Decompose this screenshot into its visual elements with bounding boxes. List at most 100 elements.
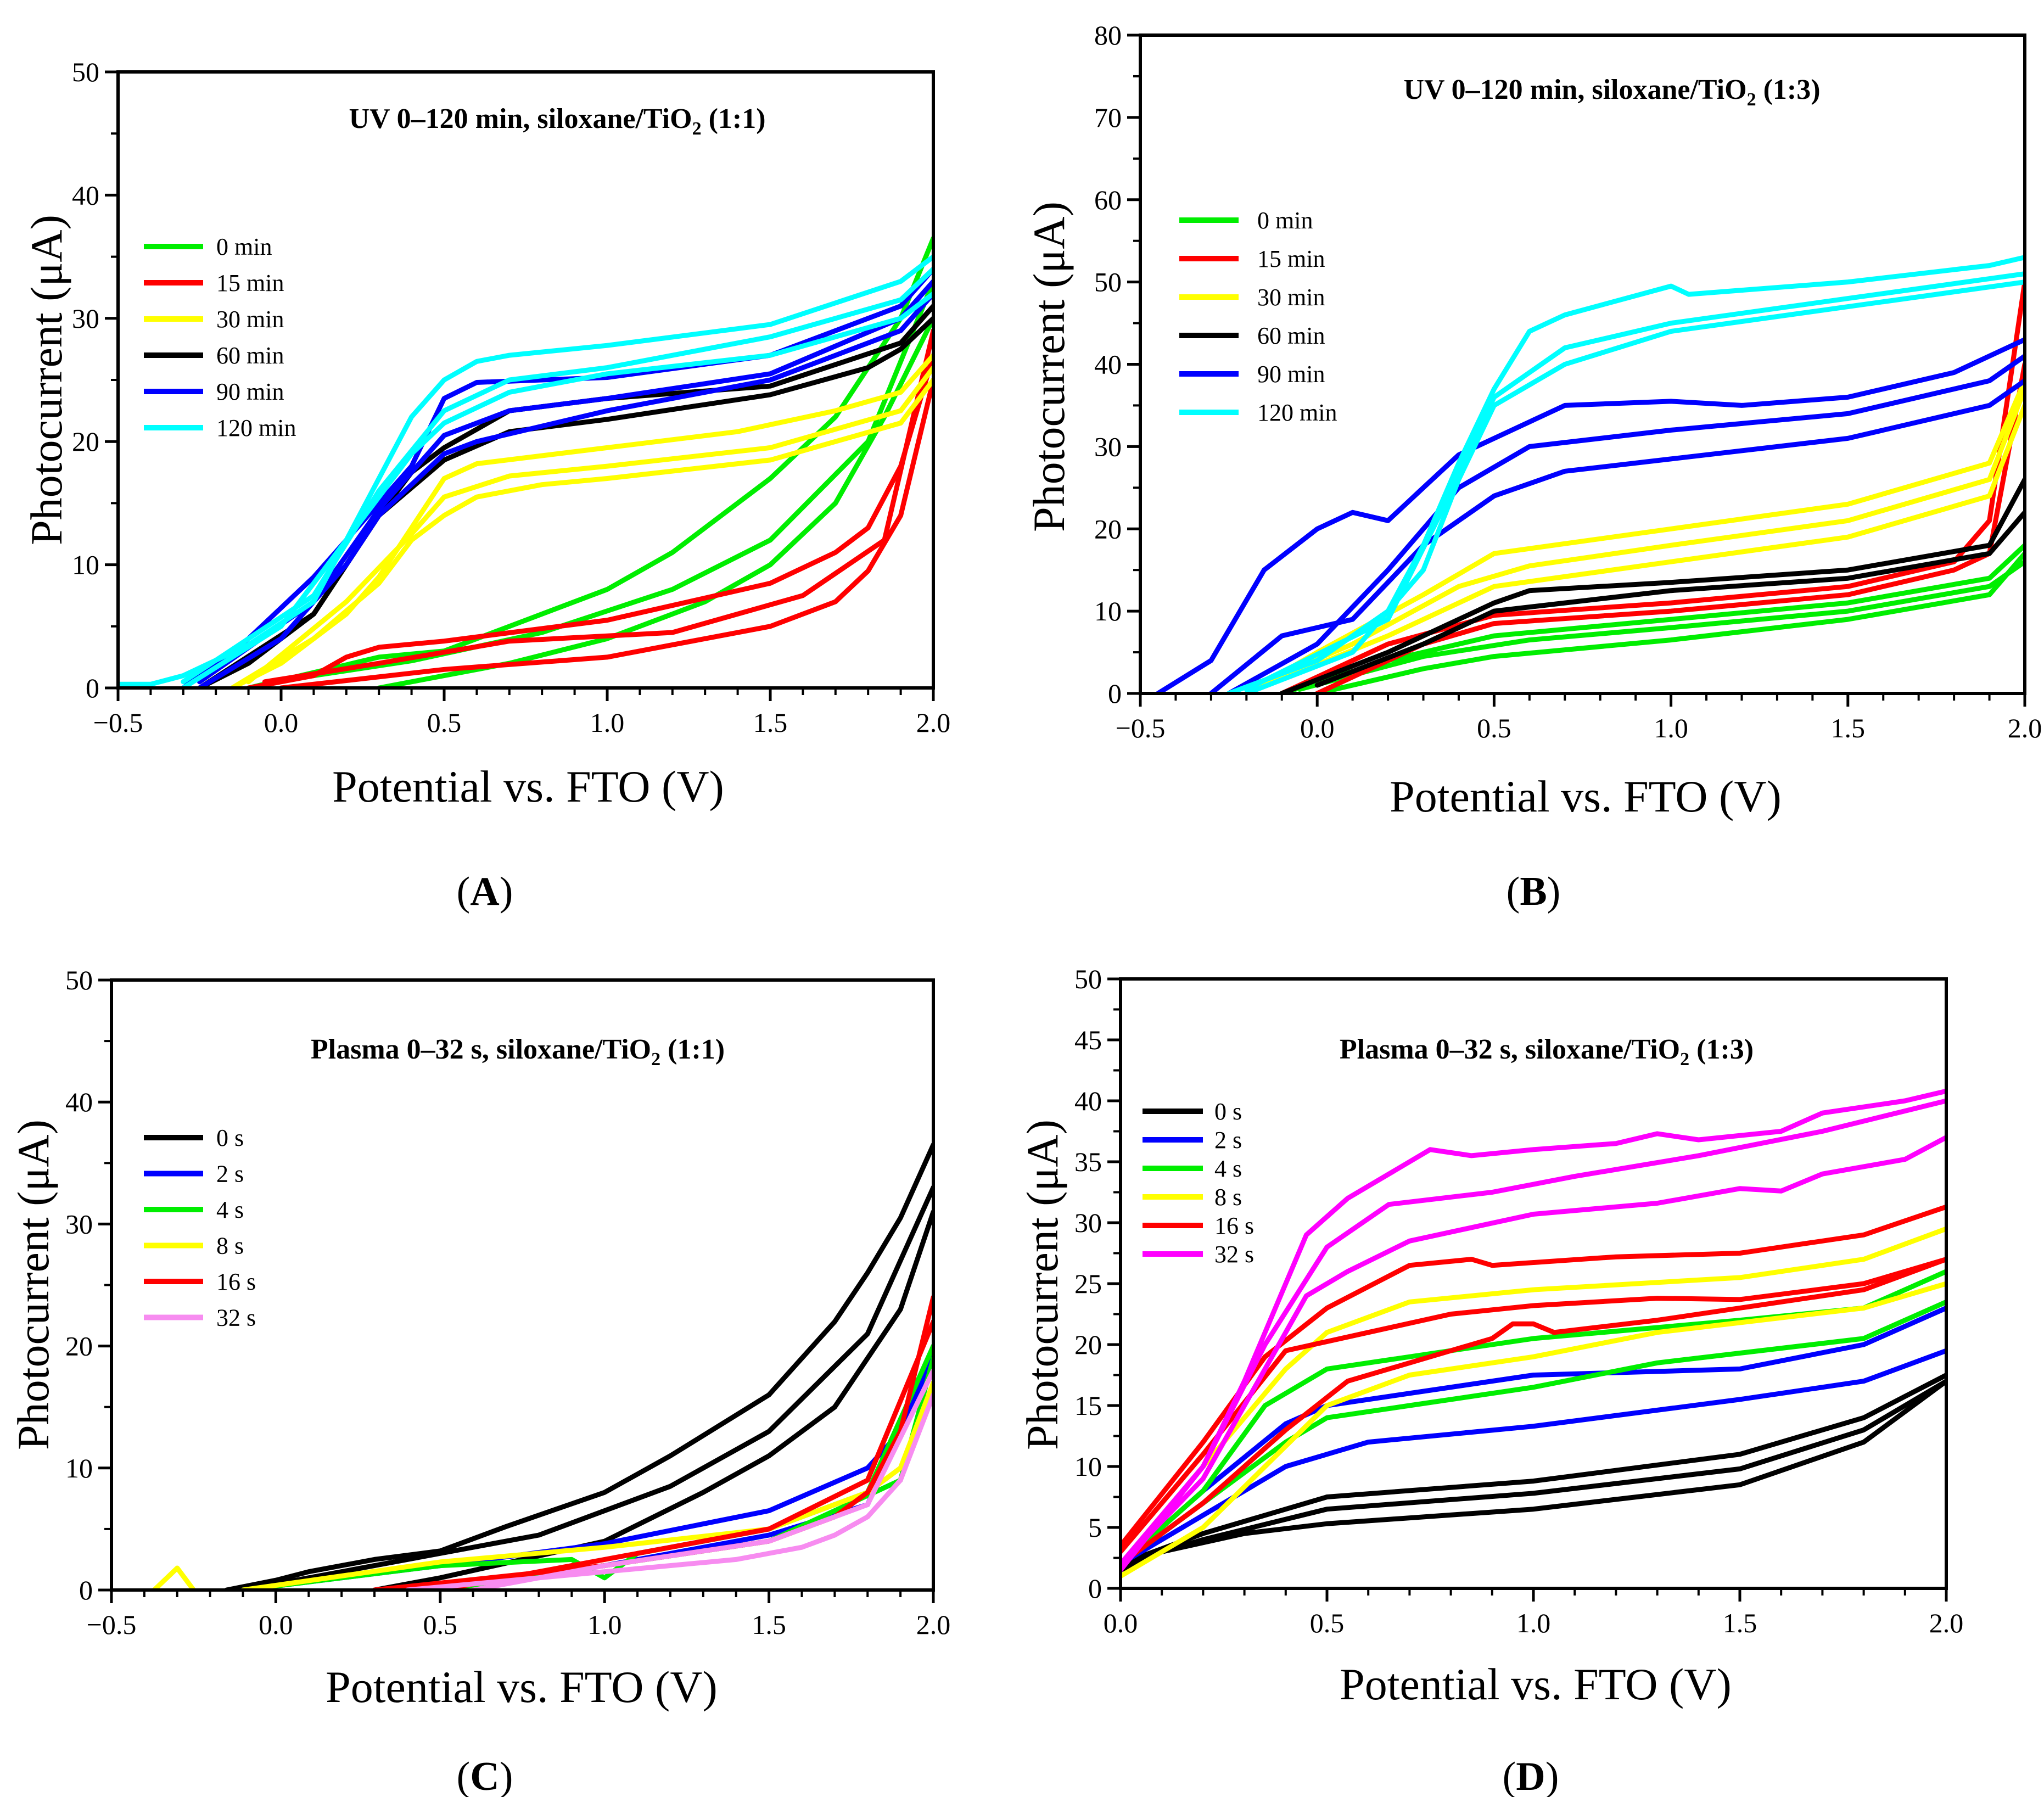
series-line-2-s — [240, 1343, 933, 1590]
series-line-16-s — [1121, 1257, 1946, 1567]
legend-label: 120 min — [216, 415, 296, 441]
legend-label: 30 min — [216, 306, 284, 333]
series-line-32-s — [405, 1392, 933, 1590]
x-tick-label: 1.0 — [1654, 713, 1688, 743]
legend-label: 8 s — [216, 1233, 244, 1259]
x-tick-label: 2.0 — [1929, 1608, 1964, 1638]
y-tick-label: 80 — [1094, 20, 1122, 51]
series-line-4-s — [240, 1343, 933, 1590]
series-line-8-s — [1121, 1281, 1946, 1579]
legend-label: 0 min — [216, 233, 272, 260]
y-tick-label: 10 — [1094, 596, 1122, 626]
series-line-15-min — [1279, 279, 2025, 693]
x-tick-label: 1.5 — [1831, 713, 1866, 743]
chart-title: Plasma 0–32 s, siloxane/TiO2 (1:1) — [311, 1034, 725, 1070]
y-tick-label: 50 — [72, 57, 99, 87]
legend-label: 60 min — [1257, 322, 1325, 349]
chart-title-main: Plasma 0–32 s, siloxane/TiO — [1340, 1034, 1680, 1065]
legend-label: 4 s — [1214, 1155, 1242, 1182]
x-tick-label: −0.5 — [93, 707, 143, 738]
x-axis-title: Potential vs. FTO (V) — [1390, 771, 1782, 821]
series-line-0-s — [1121, 1373, 1946, 1567]
chart-title-suffix: (1:3) — [1756, 74, 1821, 105]
series-line-30-min — [229, 377, 933, 688]
legend-label: 2 s — [216, 1161, 244, 1188]
x-tick-label: −0.5 — [1116, 713, 1166, 743]
legend-label: 16 s — [216, 1268, 256, 1295]
y-tick-label: 35 — [1074, 1146, 1102, 1177]
chart-title-subscript: 2 — [1680, 1049, 1689, 1070]
panel-label: (D) — [1503, 1754, 1559, 1797]
panel-label-open: ( — [1503, 1754, 1516, 1797]
panel-label-letter: A — [470, 869, 499, 914]
legend: 0 s2 s4 s8 s16 s32 s — [1143, 1098, 1254, 1268]
series-line-120-min — [118, 254, 933, 687]
panel-label-letter: B — [1520, 869, 1547, 914]
series-line-0-s — [1121, 1379, 1946, 1567]
x-tick-label: 1.0 — [1516, 1608, 1551, 1638]
chart-title-suffix: (1:1) — [702, 103, 766, 135]
panel-label: (A) — [457, 869, 513, 914]
y-tick-label: 50 — [1074, 964, 1102, 994]
y-tick-label: 5 — [1088, 1512, 1102, 1543]
y-tick-label: 70 — [1094, 102, 1122, 133]
legend-label: 15 min — [1257, 245, 1325, 272]
series-line-90-min — [1155, 337, 2025, 693]
legend-label: 2 s — [1214, 1127, 1242, 1154]
y-tick-label: 60 — [1094, 184, 1122, 215]
legend-label: 90 min — [1257, 361, 1325, 388]
x-tick-label: 0.5 — [427, 707, 462, 738]
y-tick-label: 20 — [72, 426, 99, 457]
chart-title: Plasma 0–32 s, siloxane/TiO2 (1:3) — [1340, 1034, 1754, 1070]
chart-title-subscript: 2 — [651, 1049, 660, 1070]
legend-label: 0 s — [216, 1124, 244, 1151]
y-axis-title: Photocurrent (μA) — [21, 215, 71, 545]
y-tick-label: 20 — [65, 1331, 93, 1362]
series-line-120-min — [1226, 255, 2025, 693]
x-tick-label: 1.0 — [590, 707, 625, 738]
series-line-15-min — [246, 352, 933, 688]
series-line-60-min — [1279, 477, 2025, 693]
y-tick-label: 0 — [1088, 1573, 1102, 1604]
chart-title: UV 0–120 min, siloxane/TiO2 (1:1) — [349, 103, 765, 139]
series-line-15-min — [278, 377, 933, 688]
series-line-0-s — [224, 1142, 933, 1590]
series-line-32-s — [1121, 1098, 1946, 1567]
panel-c: −0.5 0.0 0.5 1.0 1.5 2.0 0 10 20 30 40 50 Potential … — [8, 965, 950, 1797]
legend-label: 0 min — [1257, 207, 1313, 234]
panel-a: −0.5 0.0 0.5 1.0 1.5 2.0 0 10 20 30 40 50 Potential … — [21, 57, 950, 914]
y-tick-label: 0 — [79, 1575, 93, 1605]
y-tick-label: 40 — [72, 180, 99, 210]
legend-label: 4 s — [216, 1196, 244, 1223]
legend-label: 90 min — [216, 378, 284, 405]
legend-label: 30 min — [1257, 284, 1325, 311]
series-line-120-min — [1244, 271, 2025, 692]
y-tick-label: 50 — [1094, 267, 1122, 298]
legend-label: 8 s — [1214, 1184, 1242, 1211]
panel-d: 0.0 0.5 1.0 1.5 2.0 0 5 10 15 20 25 30 35 40 45 50 Poten… — [1017, 964, 1963, 1797]
series-line-30-min — [246, 365, 933, 685]
series-line-2-s — [1121, 1348, 1946, 1567]
legend-label: 60 min — [216, 342, 284, 369]
x-tick-label: 2.0 — [916, 1609, 951, 1640]
series-line-120-min — [181, 266, 933, 685]
chart-title-main: UV 0–120 min, siloxane/TiO — [349, 103, 692, 135]
chart-title-suffix: (1:3) — [1689, 1034, 1754, 1065]
panel-label-close: ) — [1547, 869, 1561, 914]
y-axis-title: Photocurrent (μA) — [1024, 201, 1074, 532]
legend-label: 0 s — [1214, 1098, 1242, 1125]
series-line-32-s — [471, 1368, 933, 1590]
x-tick-label: 1.5 — [1723, 1608, 1757, 1638]
x-tick-label: −0.5 — [87, 1609, 137, 1640]
series-line-90-min — [1208, 378, 2025, 693]
x-tick-label: 1.5 — [752, 1609, 786, 1640]
x-tick-label: 2.0 — [916, 707, 951, 738]
x-tick-label: 0.5 — [1310, 1608, 1345, 1638]
y-tick-label: 0 — [1108, 678, 1122, 709]
y-tick-label: 25 — [1074, 1268, 1102, 1299]
x-axis-title: Potential vs. FTO (V) — [326, 1662, 718, 1712]
panel-label-close: ) — [1545, 1754, 1559, 1797]
x-axis-title: Potential vs. FTO (V) — [332, 762, 724, 811]
series-line-90-min — [1226, 354, 2025, 693]
